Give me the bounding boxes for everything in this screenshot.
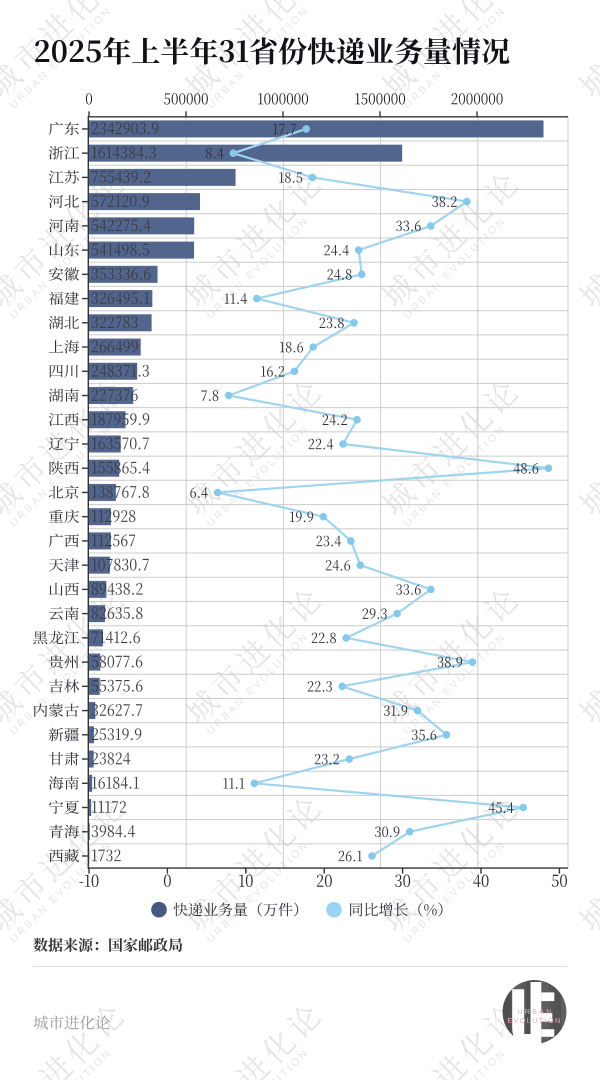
svg-text:URBAN: URBAN bbox=[517, 1007, 553, 1016]
svg-text:EVOLUTION: EVOLUTION bbox=[507, 1016, 561, 1025]
